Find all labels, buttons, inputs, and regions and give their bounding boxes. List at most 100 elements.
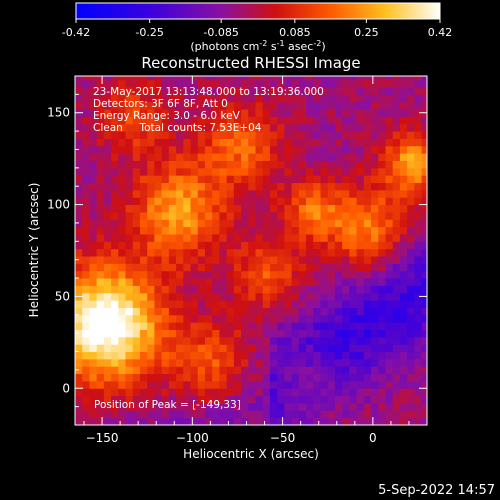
heatmap-cell bbox=[291, 402, 300, 411]
heatmap-cell bbox=[89, 138, 98, 147]
heatmap-cell bbox=[378, 388, 386, 397]
heatmap-cell bbox=[111, 373, 119, 382]
heatmap-cell bbox=[327, 388, 336, 397]
heatmap-cell bbox=[139, 373, 148, 382]
heatmap-cell bbox=[139, 197, 148, 206]
heatmap-cell bbox=[385, 373, 394, 382]
heatmap-cell bbox=[132, 87, 141, 95]
heatmap-cell bbox=[132, 380, 141, 389]
heatmap-cell bbox=[334, 402, 343, 411]
heatmap-cell bbox=[75, 314, 83, 323]
heatmap-cell bbox=[356, 388, 365, 397]
heatmap-cell bbox=[168, 336, 177, 345]
heatmap-cell bbox=[284, 197, 293, 206]
heatmap-cell bbox=[176, 153, 184, 161]
heatmap-cell bbox=[161, 307, 170, 316]
heatmap-cell bbox=[204, 182, 213, 191]
heatmap-cell bbox=[248, 351, 257, 360]
heatmap-cell bbox=[111, 248, 119, 257]
heatmap-cell bbox=[82, 116, 90, 125]
heatmap-cell bbox=[399, 145, 408, 154]
colorbar-tick-label: -0.25 bbox=[135, 26, 163, 39]
heatmap-cell bbox=[284, 167, 293, 176]
heatmap-cell bbox=[219, 395, 228, 404]
heatmap-cell bbox=[197, 248, 206, 257]
heatmap-cell bbox=[320, 292, 329, 301]
heatmap-cell bbox=[241, 76, 249, 81]
heatmap-cell bbox=[284, 307, 293, 316]
heatmap-cell bbox=[219, 322, 228, 330]
heatmap-cell bbox=[342, 219, 350, 228]
heatmap-cell bbox=[313, 123, 321, 132]
heatmap-cell bbox=[313, 380, 321, 389]
heatmap-cell bbox=[147, 175, 155, 184]
heatmap-cell bbox=[356, 233, 365, 242]
heatmap-cell bbox=[320, 358, 329, 367]
heatmap-cell bbox=[306, 94, 314, 103]
heatmap-cell bbox=[212, 145, 220, 154]
heatmap-cell bbox=[103, 256, 112, 264]
heatmap-cell bbox=[96, 285, 105, 294]
heatmap-cell bbox=[399, 131, 408, 139]
heatmap-cell bbox=[392, 366, 401, 375]
heatmap-cell bbox=[414, 94, 423, 103]
heatmap-cell bbox=[176, 189, 184, 198]
heatmap-cell bbox=[118, 241, 127, 250]
heatmap-cell bbox=[161, 270, 170, 279]
heatmap-cell bbox=[334, 395, 343, 404]
heatmap-cell bbox=[125, 153, 134, 161]
heatmap-cell bbox=[96, 336, 105, 345]
heatmap-cell bbox=[284, 138, 293, 147]
heatmap-cell bbox=[284, 329, 293, 338]
annotation-detectors: Detectors: 3F 6F 8F, Att 0 bbox=[93, 98, 228, 110]
heatmap-cell bbox=[342, 76, 350, 81]
heatmap-cell bbox=[197, 233, 206, 242]
heatmap-cell bbox=[147, 395, 155, 404]
heatmap-cell bbox=[306, 189, 314, 198]
heatmap-cell bbox=[82, 109, 90, 117]
heatmap-cell bbox=[139, 322, 148, 330]
heatmap-cell bbox=[342, 388, 350, 397]
heatmap-cell bbox=[125, 182, 134, 191]
heatmap-cell bbox=[103, 226, 112, 235]
heatmap-cell bbox=[103, 322, 112, 330]
heatmap-cell bbox=[89, 329, 98, 338]
heatmap-cell bbox=[75, 248, 83, 257]
heatmap-cell bbox=[219, 101, 228, 110]
heatmap-cell bbox=[219, 292, 228, 301]
heatmap-cell bbox=[291, 138, 300, 147]
heatmap-cell bbox=[392, 344, 401, 353]
heatmap-cell bbox=[407, 388, 415, 397]
heatmap-cell bbox=[204, 402, 213, 411]
heatmap-cell bbox=[320, 138, 329, 147]
heatmap-cell bbox=[407, 87, 415, 95]
heatmap-cell bbox=[277, 358, 285, 367]
heatmap-cell bbox=[226, 336, 235, 345]
heatmap-cell bbox=[233, 197, 242, 206]
heatmap-cell bbox=[269, 373, 278, 382]
heatmap-cell bbox=[226, 153, 235, 161]
heatmap-cell bbox=[327, 336, 336, 345]
heatmap-cell bbox=[385, 336, 394, 345]
heatmap-cell bbox=[248, 160, 257, 169]
heatmap-cell bbox=[103, 263, 112, 272]
heatmap-cell bbox=[313, 410, 321, 419]
heatmap-cell bbox=[421, 336, 427, 345]
heatmap-cell bbox=[147, 292, 155, 301]
heatmap-cell bbox=[313, 233, 321, 242]
heatmap-cell bbox=[334, 292, 343, 301]
heatmap-cell bbox=[139, 395, 148, 404]
heatmap-cell bbox=[334, 109, 343, 117]
heatmap-cell bbox=[284, 285, 293, 294]
heatmap-cell bbox=[154, 417, 163, 425]
heatmap-cell bbox=[262, 94, 271, 103]
heatmap-cell bbox=[176, 211, 184, 220]
heatmap-cell bbox=[111, 189, 119, 198]
heatmap-cell bbox=[96, 204, 105, 213]
heatmap-cell bbox=[407, 167, 415, 176]
heatmap-cell bbox=[313, 307, 321, 316]
heatmap-cell bbox=[421, 241, 427, 250]
heatmap-cell bbox=[356, 109, 365, 117]
heatmap-cell bbox=[219, 241, 228, 250]
heatmap-cell bbox=[356, 101, 365, 110]
